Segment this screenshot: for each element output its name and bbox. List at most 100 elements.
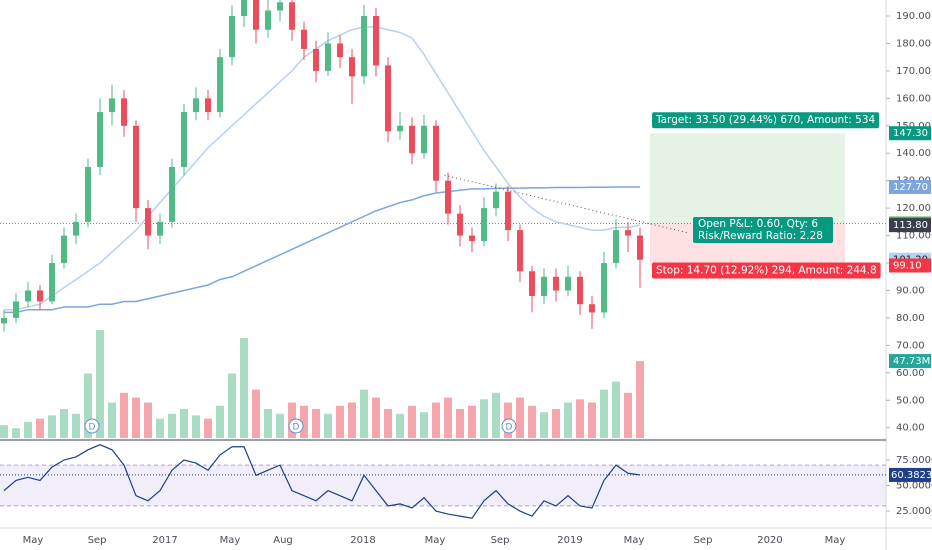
candle-body: [409, 125, 415, 154]
position-label: Stop: 14.70 (12.92%) 294, Amount: 244.8: [656, 265, 877, 277]
label-box: [652, 112, 880, 129]
price-tag-label: 113.80: [893, 220, 928, 231]
position-label: Target: 33.50 (29.44%) 670, Amount: 534: [655, 114, 876, 126]
volume-bar: [96, 330, 104, 438]
y-tick-label: 140.00: [896, 148, 931, 159]
rsi-tick-label: 50.0000: [896, 481, 932, 492]
candle-body: [493, 191, 499, 209]
volume-bar: [156, 418, 164, 438]
y-tick-label: 40.00: [896, 423, 925, 434]
x-tick-label: May: [425, 535, 446, 546]
price-tag: [889, 218, 931, 233]
candle-body: [277, 2, 283, 11]
y-tick-label: 70.00: [896, 340, 925, 351]
candle-body: [133, 125, 139, 209]
candle-body: [121, 98, 127, 126]
position-label: Risk/Reward Ratio: 2.28: [698, 230, 823, 242]
volume-bar: [24, 421, 32, 438]
moving-average: [4, 26, 641, 311]
label-box: [652, 262, 881, 279]
volume-bar: [384, 408, 392, 438]
volume-bar: [276, 413, 284, 438]
volume-bar: [456, 408, 464, 438]
candle-body: [37, 290, 43, 302]
candle-body: [613, 230, 619, 264]
volume-bar: [48, 415, 56, 438]
candle-body: [529, 271, 535, 296]
y-tick-label: 50.00: [896, 395, 925, 406]
volume-bar: [372, 397, 380, 438]
volume-bar: [180, 408, 188, 438]
volume-bar: [540, 412, 548, 438]
target-zone: [650, 133, 845, 224]
candle-body: [589, 304, 595, 313]
candle-body: [325, 43, 331, 71]
candle-body: [229, 16, 235, 58]
candle-body: [25, 290, 31, 302]
moving-average: [4, 186, 640, 314]
y-tick-label: 80.00: [896, 313, 925, 324]
x-tick-label: 2017: [152, 535, 177, 546]
y-tick-label: 170.00: [896, 66, 931, 77]
candle-body: [505, 191, 511, 231]
candle-body: [313, 48, 319, 71]
volume-bar: [444, 397, 452, 438]
candle-body: [457, 213, 463, 236]
rsi-tick-label: 75.0000: [896, 455, 932, 466]
candle-body: [181, 112, 187, 167]
volume-bar: [216, 405, 224, 438]
volume-bar: [576, 399, 584, 438]
volume-bar: [420, 412, 428, 438]
candle-body: [13, 301, 19, 318]
x-tick-label: Sep: [694, 535, 713, 546]
candle-body: [157, 221, 163, 236]
volume-bar: [432, 402, 440, 438]
price-tag: [889, 467, 931, 482]
position-label: Open P&L: 0.60, Qty: 6: [698, 218, 818, 230]
candle-body: [61, 235, 67, 264]
volume-bar: [60, 408, 68, 438]
candle-body: [373, 16, 379, 66]
candle-body: [421, 125, 427, 154]
dividend-label: D: [506, 423, 513, 433]
candle-body: [517, 230, 523, 272]
y-tick-label: 110.00: [896, 231, 931, 242]
candle-body: [145, 208, 151, 236]
candle-body: [97, 112, 103, 167]
price-tag: [889, 354, 931, 369]
volume-bar: [132, 397, 140, 438]
candle-body: [265, 10, 271, 30]
candle-body: [217, 57, 223, 113]
volume-bar: [312, 408, 320, 438]
volume-bar: [588, 402, 596, 438]
x-tick-label: 2020: [757, 535, 782, 546]
candle-body: [553, 276, 559, 291]
candle-body: [385, 65, 391, 132]
volume-bar: [204, 418, 212, 438]
candle-body: [445, 180, 451, 214]
x-tick-label: May: [624, 535, 645, 546]
volume-bar: [528, 405, 536, 438]
price-tag: [889, 258, 931, 273]
candle-body: [253, 0, 259, 30]
volume-bar: [624, 392, 632, 438]
candle-body: [241, 0, 247, 17]
volume-bar: [192, 415, 200, 438]
candle-body: [349, 57, 355, 77]
volume-bar: [336, 405, 344, 438]
candle-body: [541, 276, 547, 296]
candle-body: [169, 166, 175, 222]
y-tick-label: 190.00: [896, 11, 931, 22]
volume-bar: [36, 418, 44, 438]
volume-bar: [120, 392, 128, 438]
candle-body: [577, 276, 583, 305]
volume-bar: [396, 413, 404, 438]
candle-body: [469, 235, 475, 242]
candle-body: [205, 98, 211, 113]
volume-bar: [144, 402, 152, 438]
price-tag-label: 99.10: [893, 261, 922, 272]
y-tick-label: 160.00: [896, 93, 931, 104]
trendline: [444, 174, 689, 234]
volume-bar: [564, 402, 572, 438]
